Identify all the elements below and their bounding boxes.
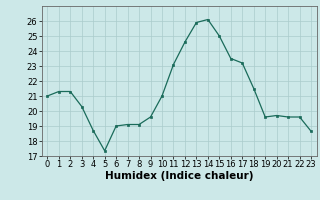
X-axis label: Humidex (Indice chaleur): Humidex (Indice chaleur) <box>105 171 253 181</box>
